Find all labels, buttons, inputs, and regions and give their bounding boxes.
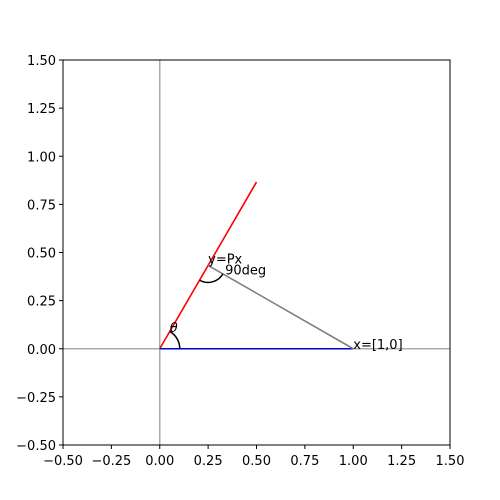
x-tick-label: −0.50 — [43, 454, 83, 469]
y-tick-label: 1.00 — [27, 150, 56, 165]
y-tick-label: −0.50 — [16, 439, 56, 454]
plot-frame — [62, 59, 451, 446]
segment — [207, 264, 354, 350]
x-tick-label: −0.25 — [91, 454, 131, 469]
right-angle-arc — [199, 273, 224, 284]
x-tick-label: 1.50 — [436, 454, 465, 469]
x-tick-label: 0.25 — [194, 454, 223, 469]
y-tick-label: 0.00 — [27, 343, 56, 358]
y-tick-label: 1.25 — [27, 102, 56, 117]
y-tick-label: 0.75 — [27, 198, 56, 213]
x-tick-label: 1.25 — [387, 454, 416, 469]
x-tick-label: 0.75 — [290, 454, 319, 469]
annotation: y=Px — [208, 252, 242, 267]
annotation: θ — [170, 321, 178, 336]
annotation: 90deg — [225, 263, 266, 278]
y-tick-label: 0.50 — [27, 247, 56, 262]
y-tick-label: 1.50 — [27, 54, 56, 69]
annotation: x=[1,0] — [353, 338, 402, 353]
x-tick-label: 0.00 — [145, 454, 174, 469]
y-tick-label: −0.25 — [16, 391, 56, 406]
y-tick-label: 0.25 — [27, 295, 56, 310]
theta-arc — [169, 330, 181, 349]
x-tick-label: 1.00 — [339, 454, 368, 469]
x-tick-label: 0.50 — [242, 454, 271, 469]
